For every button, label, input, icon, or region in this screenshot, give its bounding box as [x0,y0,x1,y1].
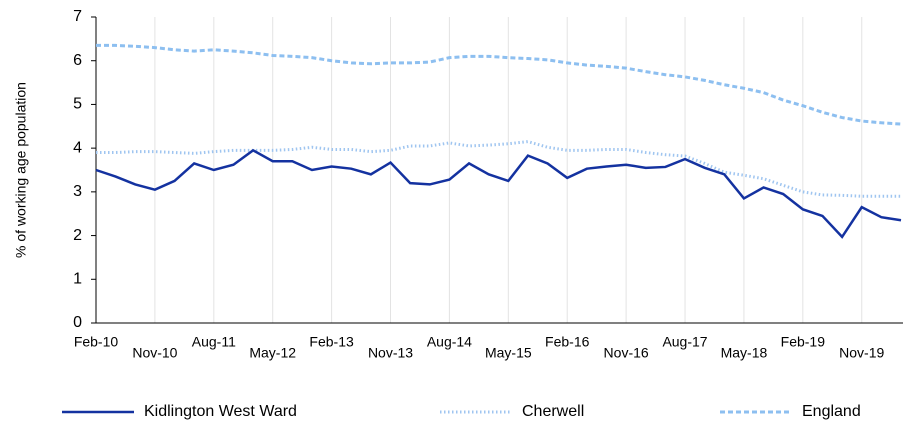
x-tick-label: Aug-17 [662,334,707,350]
y-tick-label: 7 [73,8,82,25]
x-tick-label: Nov-16 [604,345,649,361]
x-tick-label: Feb-13 [309,334,354,350]
y-tick-label: 3 [73,183,82,200]
x-tick-label: May-18 [721,345,768,361]
y-tick-label: 6 [73,52,82,69]
y-tick-label: 2 [73,227,82,244]
y-axis-label: % of working age population [13,82,29,258]
x-tick-label: May-12 [249,345,296,361]
x-tick-label: Aug-11 [192,334,236,350]
legend-label: England [802,403,861,420]
y-tick-label: 5 [73,96,82,113]
y-tick-label: 1 [73,271,82,288]
x-tick-label: Feb-10 [74,334,119,350]
series-line [96,140,901,198]
legend-label: Cherwell [522,403,584,420]
series-line [95,148,902,239]
x-tick-label: Feb-16 [545,334,590,350]
legend-label: Kidlington West Ward [144,403,297,420]
series-line [96,43,902,126]
x-tick-label: Nov-10 [132,345,177,361]
x-tick-label: May-15 [485,345,532,361]
x-tick-label: Nov-19 [839,345,884,361]
x-tick-label: Nov-13 [368,345,413,361]
y-tick-label: 0 [73,314,82,331]
x-tick-label: Feb-19 [781,334,826,350]
y-tick-label: 4 [73,139,82,156]
x-tick-label: Aug-14 [427,334,472,350]
